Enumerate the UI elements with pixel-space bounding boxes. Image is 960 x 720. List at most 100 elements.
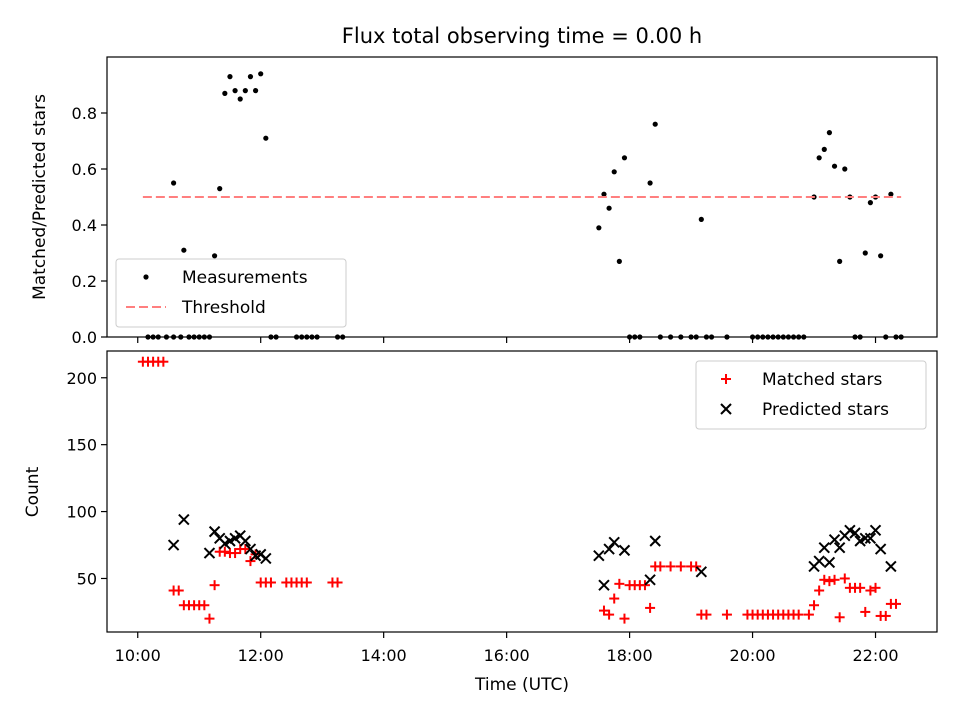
- data-point: [880, 610, 891, 621]
- data-point: [621, 155, 628, 161]
- data-point: [859, 532, 871, 545]
- y-tick-label: 100: [66, 503, 97, 522]
- data-point: [644, 574, 656, 586]
- data-point: [655, 561, 666, 572]
- data-point: [301, 577, 312, 588]
- data-point: [150, 334, 156, 340]
- data-point: [724, 334, 730, 340]
- data-point: [874, 543, 887, 555]
- data-point: [864, 532, 877, 545]
- data-point: [867, 200, 873, 206]
- data-point: [232, 88, 238, 94]
- data-point: [145, 334, 151, 340]
- data-point: [314, 334, 320, 340]
- data-point: [813, 555, 825, 567]
- data-point: [178, 334, 184, 340]
- data-point: [603, 543, 615, 555]
- y-tick-label: 0.4: [72, 216, 97, 235]
- data-point: [239, 535, 252, 547]
- data-point: [227, 74, 233, 80]
- data-point: [857, 334, 863, 340]
- data-point: [809, 600, 820, 611]
- data-point: [691, 561, 702, 572]
- data-point: [833, 541, 846, 554]
- data-point: [242, 88, 248, 94]
- legend-entry: Matched stars: [762, 370, 882, 390]
- data-point: [598, 579, 610, 591]
- x-tick-label: 18:00: [607, 646, 653, 665]
- data-point: [171, 180, 177, 186]
- data-point: [230, 548, 241, 559]
- data-point: [898, 334, 904, 340]
- data-point: [609, 593, 620, 604]
- legend-box: [115, 258, 347, 328]
- data-point: [178, 513, 190, 526]
- legend-swatch: [721, 374, 731, 384]
- data-point: [862, 250, 868, 256]
- data-point: [626, 334, 633, 340]
- data-point: [667, 334, 674, 340]
- data-point: [309, 334, 315, 340]
- plot-frame: [106, 56, 938, 338]
- data-point: [211, 253, 218, 259]
- data-point: [258, 71, 264, 77]
- legend-swatch: [720, 403, 732, 415]
- data-point: [693, 334, 699, 340]
- data-point: [186, 334, 192, 340]
- data-point: [816, 155, 822, 161]
- data-point: [247, 74, 254, 80]
- data-point: [268, 334, 274, 340]
- data-point: [855, 582, 866, 593]
- data-point: [849, 527, 861, 539]
- data-point: [191, 334, 197, 340]
- x-tick-label: 22:00: [852, 646, 898, 665]
- data-point: [647, 180, 653, 186]
- data-point: [891, 598, 902, 609]
- legend-entry: Predicted stars: [762, 400, 889, 420]
- data-point: [842, 166, 848, 172]
- data-point: [263, 135, 269, 141]
- data-point: [222, 90, 228, 96]
- data-point: [596, 225, 602, 231]
- series-1: [167, 513, 897, 591]
- data-point: [601, 191, 607, 197]
- data-point: [252, 88, 259, 94]
- data-point: [614, 578, 625, 589]
- data-point: [860, 606, 871, 617]
- top-panel: 0.0 0.2 0.4 0.6 0.8 Measurements Threshold: [72, 56, 938, 347]
- data-point: [821, 146, 827, 152]
- data-point: [265, 577, 276, 588]
- data-point: [770, 334, 776, 340]
- y-tick-label: 0.0: [72, 328, 97, 347]
- y-tick-label: 200: [66, 369, 97, 388]
- data-point: [837, 258, 843, 264]
- data-point: [237, 96, 243, 102]
- y-tick-label: 0.2: [72, 272, 97, 291]
- data-point: [824, 576, 835, 587]
- data-point: [649, 535, 661, 547]
- data-point: [632, 334, 638, 340]
- data-point: [260, 552, 272, 565]
- data-point: [839, 573, 850, 584]
- y-tick-label: 150: [66, 436, 97, 455]
- data-point: [760, 334, 766, 340]
- plot-frame: [106, 350, 938, 633]
- data-point: [869, 524, 882, 537]
- legend: Measurements Threshold: [115, 258, 347, 328]
- data-point: [657, 334, 663, 340]
- data-point: [785, 334, 792, 340]
- data-point: [721, 609, 732, 620]
- data-point: [678, 334, 684, 340]
- data-point: [765, 334, 771, 340]
- data-point: [244, 543, 257, 555]
- data-point: [611, 169, 617, 175]
- data-point: [831, 163, 838, 169]
- x-tick-label: 10:00: [115, 646, 161, 665]
- data-point: [814, 585, 825, 596]
- data-point: [695, 566, 708, 578]
- data-point: [796, 334, 802, 340]
- data-point: [181, 247, 187, 253]
- data-point: [293, 334, 300, 340]
- data-point: [826, 130, 833, 136]
- data-point: [618, 544, 631, 557]
